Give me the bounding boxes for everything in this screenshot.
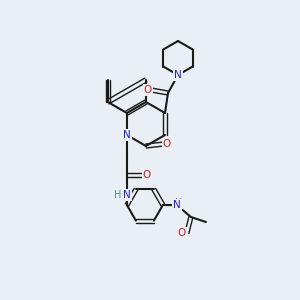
- Text: O: O: [144, 85, 152, 95]
- Text: N: N: [123, 190, 131, 200]
- Text: O: O: [178, 228, 186, 238]
- Text: N: N: [174, 70, 182, 80]
- Text: O: O: [143, 170, 151, 180]
- Text: N: N: [173, 200, 181, 210]
- Text: H: H: [114, 190, 122, 200]
- Text: O: O: [163, 139, 171, 149]
- Text: N: N: [123, 130, 131, 140]
- Text: H: H: [175, 198, 183, 208]
